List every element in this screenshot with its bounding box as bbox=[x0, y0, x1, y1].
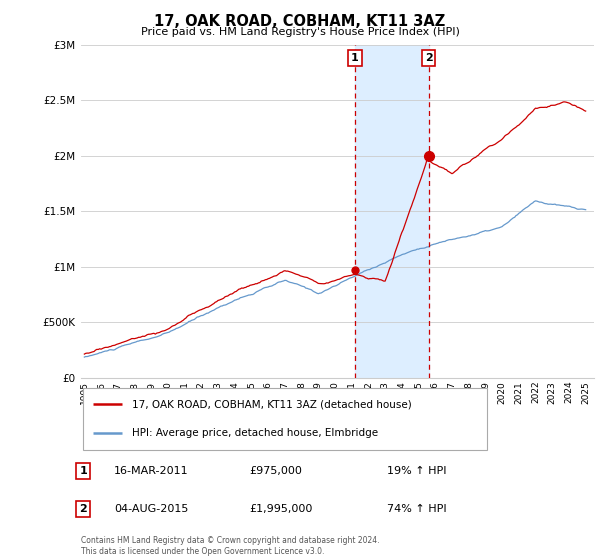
Text: 2: 2 bbox=[80, 504, 87, 514]
Text: Price paid vs. HM Land Registry's House Price Index (HPI): Price paid vs. HM Land Registry's House … bbox=[140, 27, 460, 37]
Text: 1: 1 bbox=[351, 53, 359, 63]
Text: 74% ↑ HPI: 74% ↑ HPI bbox=[387, 504, 446, 514]
Text: 04-AUG-2015: 04-AUG-2015 bbox=[114, 504, 188, 514]
Text: 1: 1 bbox=[80, 466, 87, 476]
Text: 19% ↑ HPI: 19% ↑ HPI bbox=[387, 466, 446, 476]
Text: Contains HM Land Registry data © Crown copyright and database right 2024.
This d: Contains HM Land Registry data © Crown c… bbox=[81, 536, 380, 556]
FancyBboxPatch shape bbox=[83, 388, 487, 450]
Text: 17, OAK ROAD, COBHAM, KT11 3AZ: 17, OAK ROAD, COBHAM, KT11 3AZ bbox=[154, 14, 446, 29]
Text: 16-MAR-2011: 16-MAR-2011 bbox=[114, 466, 188, 476]
Text: 2: 2 bbox=[425, 53, 433, 63]
Bar bbox=[355, 45, 428, 378]
Text: 17, OAK ROAD, COBHAM, KT11 3AZ (detached house): 17, OAK ROAD, COBHAM, KT11 3AZ (detached… bbox=[132, 399, 412, 409]
Text: £975,000: £975,000 bbox=[249, 466, 302, 476]
Text: HPI: Average price, detached house, Elmbridge: HPI: Average price, detached house, Elmb… bbox=[132, 428, 378, 438]
Text: £1,995,000: £1,995,000 bbox=[249, 504, 313, 514]
